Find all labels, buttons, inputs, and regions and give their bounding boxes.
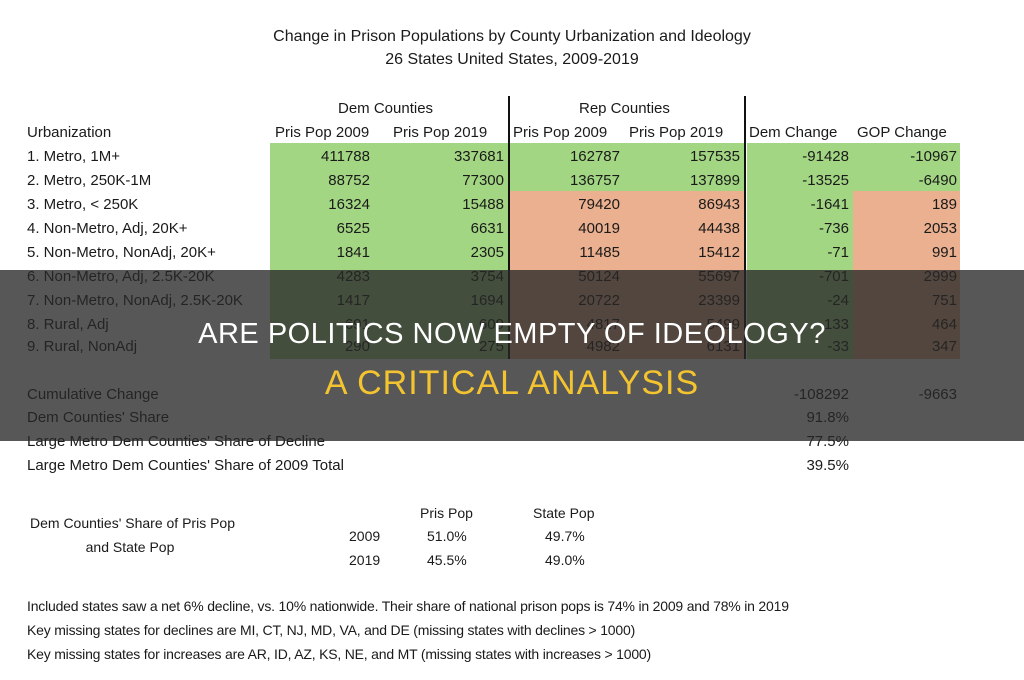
rep-2009: 79420 — [578, 196, 620, 213]
col-gop-change: GOP Change — [857, 124, 947, 141]
dem-2009: 16324 — [328, 196, 370, 213]
share-table-title-line2: and State Pop — [85, 539, 175, 555]
row-label: 5. Non-Metro, NonAdj, 20K+ — [27, 244, 216, 261]
dem-change: -71 — [827, 244, 849, 261]
col-rep-2019: Pris Pop 2019 — [629, 124, 724, 141]
dem-change: -91428 — [802, 148, 849, 165]
share-year: 2009 — [349, 528, 381, 544]
col-dem-change: Dem Change — [749, 124, 838, 141]
headline-overlay-band — [0, 270, 1024, 441]
rep-counties-header: Rep Counties — [579, 100, 670, 117]
gop-change: -10967 — [910, 148, 957, 165]
col-rep-2009: Pris Pop 2009 — [513, 124, 608, 141]
share-table-title-line1: Dem Counties' Share of Pris Pop — [30, 515, 235, 531]
share-col-pris: Pris Pop — [420, 505, 473, 521]
rep-2009: 162787 — [569, 148, 620, 165]
divider-dem-rep — [508, 96, 510, 359]
dem-2019: 6631 — [470, 220, 504, 237]
dem-2009: 88752 — [328, 172, 370, 189]
col-dem-2009: Pris Pop 2009 — [275, 124, 370, 141]
dem-2019: 15488 — [462, 196, 504, 213]
dem-2009: 411788 — [321, 148, 370, 165]
summary-label: Large Metro Dem Counties' Share of 2009 … — [27, 457, 344, 474]
share-state: 49.7% — [545, 528, 585, 544]
rep-2019: 44438 — [698, 220, 740, 237]
row-label: 1. Metro, 1M+ — [27, 148, 120, 165]
note-line: Key missing states for declines are MI, … — [27, 622, 636, 638]
dem-2009: 1841 — [336, 244, 370, 261]
rep-2009: 40019 — [578, 220, 620, 237]
share-pris: 51.0% — [427, 528, 467, 544]
share-state: 49.0% — [545, 552, 585, 568]
dem-change: -1641 — [810, 196, 849, 213]
gop-change: 189 — [931, 196, 957, 213]
rep-2019: 157535 — [689, 148, 740, 165]
row-label: 3. Metro, < 250K — [27, 196, 139, 213]
col-urbanization: Urbanization — [27, 124, 112, 141]
share-year: 2019 — [349, 552, 381, 568]
rep-top-fill — [510, 143, 745, 191]
table-title: Change in Prison Populations by County U… — [273, 28, 751, 45]
rep-2019: 15412 — [698, 244, 740, 261]
gop-change: 2053 — [923, 220, 957, 237]
dem-change: -13525 — [802, 172, 849, 189]
rep-2009: 11485 — [579, 244, 620, 261]
gop-change: -6490 — [918, 172, 957, 189]
table-subtitle: 26 States United States, 2009-2019 — [385, 51, 639, 68]
divider-rep-change — [744, 96, 746, 359]
overlay-headline: ARE POLITICS NOW EMPTY OF IDEOLOGY? — [198, 318, 826, 350]
share-pris: 45.5% — [427, 552, 467, 568]
rep-2019: 137899 — [689, 172, 740, 189]
rep-2019: 86943 — [698, 196, 740, 213]
dem-change: -736 — [818, 220, 849, 237]
row-label: 4. Non-Metro, Adj, 20K+ — [27, 220, 188, 237]
rep-2009: 136757 — [569, 172, 620, 189]
note-line: Included states saw a net 6% decline, vs… — [27, 598, 789, 614]
col-dem-2019: Pris Pop 2019 — [393, 124, 488, 141]
row-label: 2. Metro, 250K-1M — [27, 172, 152, 189]
share-col-state: State Pop — [533, 505, 595, 521]
dem-2009: 6525 — [336, 220, 370, 237]
summary-dem-value: 39.5% — [806, 457, 849, 474]
overlay-subheadline: A CRITICAL ANALYSIS — [324, 364, 700, 402]
dem-2019: 337681 — [453, 148, 504, 165]
dem-counties-header: Dem Counties — [338, 100, 434, 117]
dem-2019: 2305 — [470, 244, 504, 261]
gop-change: 991 — [931, 244, 957, 261]
gop-top-fill — [853, 143, 960, 191]
dem-2019: 77300 — [462, 172, 504, 189]
note-line: Key missing states for increases are AR,… — [27, 646, 651, 662]
